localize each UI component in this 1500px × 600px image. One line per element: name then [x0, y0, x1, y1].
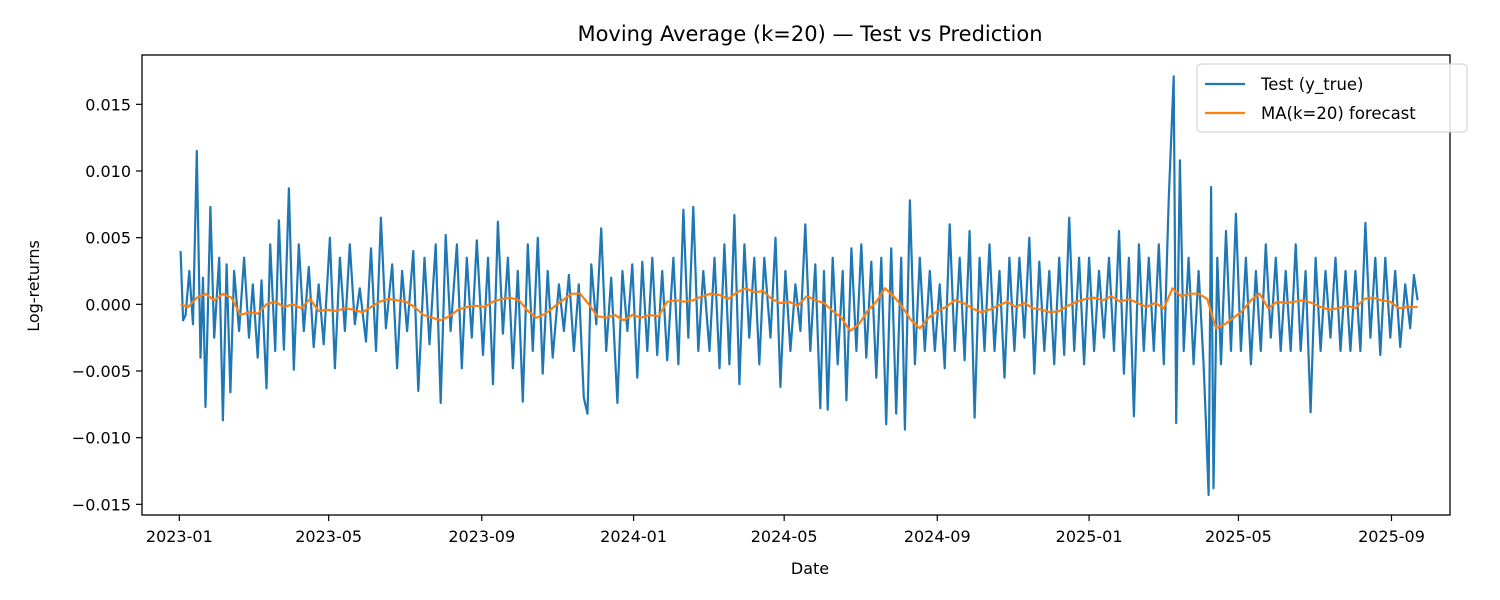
x-axis-title: Date: [791, 559, 829, 578]
x-tick-label: 2023-01: [146, 527, 213, 546]
x-tick-label: 2025-01: [1056, 527, 1123, 546]
y-tick-label: 0.005: [85, 229, 131, 248]
y-tick-label: 0.010: [85, 162, 131, 181]
legend: Test (y_true) MA(k=20) forecast: [1196, 63, 1468, 133]
x-tick-label: 2024-05: [751, 527, 818, 546]
x-tick-label: 2024-01: [600, 527, 667, 546]
x-tick-label: 2025-05: [1205, 527, 1272, 546]
x-tick-label: 2025-09: [1358, 527, 1425, 546]
y-tick-label: 0.015: [85, 95, 131, 114]
legend-box: [1196, 63, 1468, 133]
x-tick-label: 2023-09: [448, 527, 515, 546]
series-layer: [179, 75, 1419, 497]
y-axis-title: Log-returns: [24, 240, 43, 332]
y-tick-label: −0.015: [72, 495, 131, 514]
y-tick-label: −0.010: [72, 429, 131, 448]
plot-frame: [141, 54, 1451, 516]
y-tick-label: −0.005: [72, 362, 131, 381]
y-tick-label: 0.000: [85, 295, 131, 314]
x-tick-label: 2023-05: [295, 527, 362, 546]
y-axis: −0.015 −0.010 −0.005 0.000 0.005 0.010 0.015: [72, 95, 142, 514]
series-line-0: [179, 75, 1419, 497]
x-tick-label: 2024-09: [904, 527, 971, 546]
x-axis: 2023-01 2023-05 2023-09 2024-01 2024-05 2024-…: [146, 515, 1425, 546]
series-line-1: [180, 287, 1418, 333]
legend-label: MA(k=20) forecast: [1261, 104, 1416, 123]
chart-title: Moving Average (k=20) — Test vs Predicti…: [577, 22, 1042, 46]
legend-label: Test (y_true): [1260, 75, 1364, 95]
